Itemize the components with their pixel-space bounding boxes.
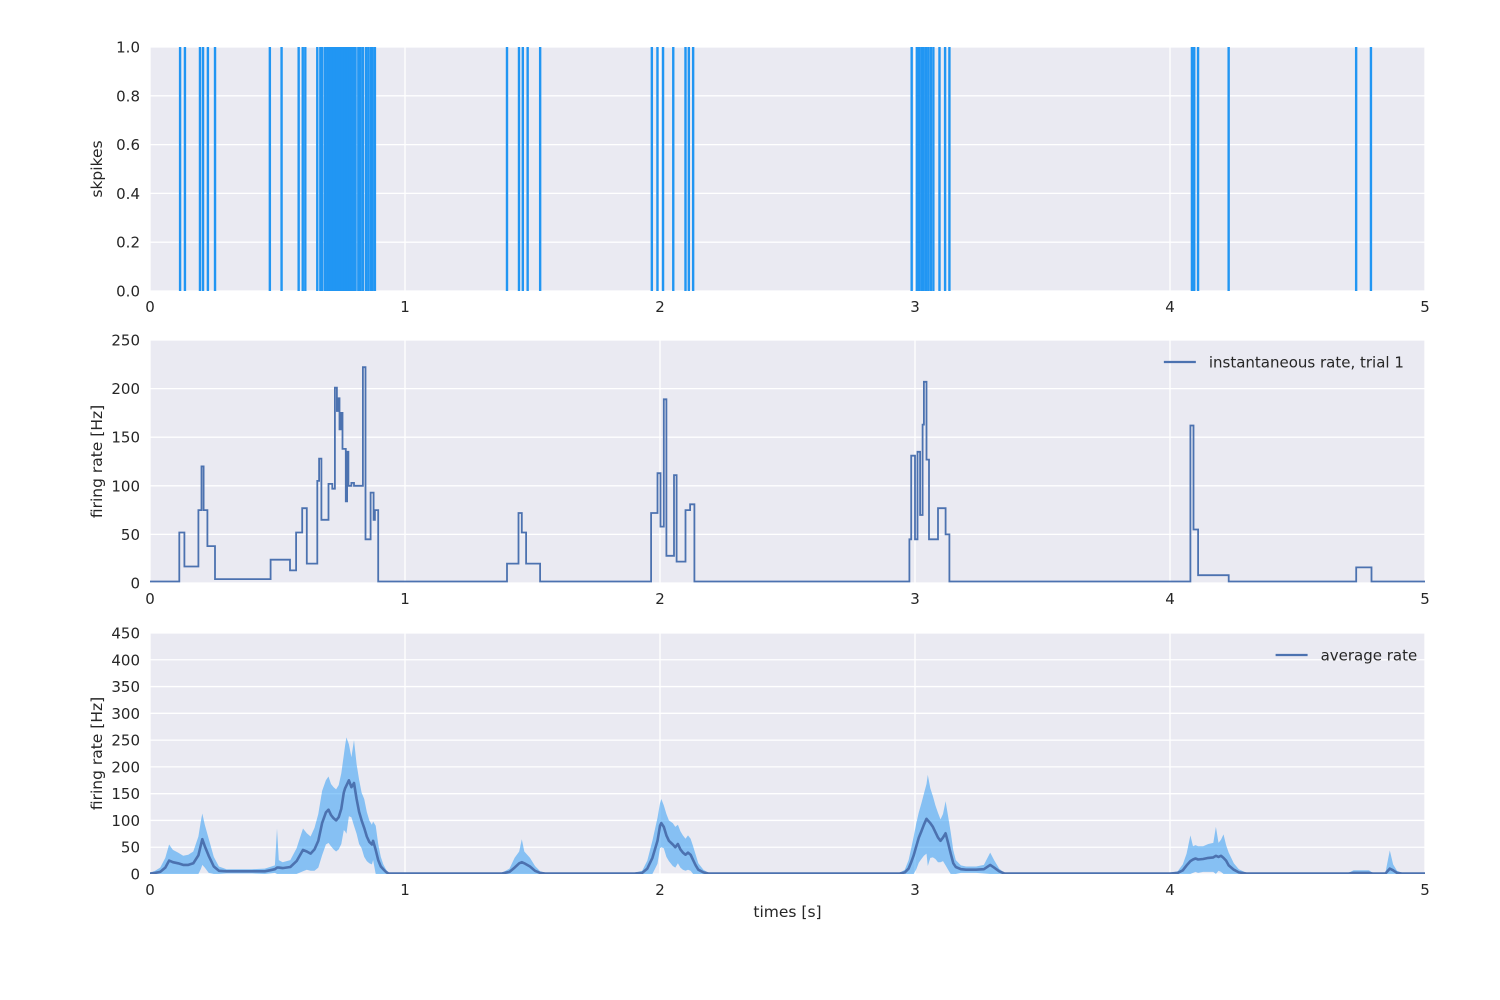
x-tick-label: 0	[145, 590, 155, 608]
y-tick-label: 0	[130, 575, 140, 593]
y-tick-label: 250	[111, 332, 140, 350]
y-tick-label: 400	[111, 651, 140, 669]
std-band	[150, 737, 1425, 874]
x-tick-label: 3	[910, 590, 920, 608]
subplot-2: 0 1 2 3 4 5050100150200250300350400450firing …	[88, 625, 1430, 922]
x-axis-label: times [s]	[753, 903, 821, 921]
legend-label: instantaneous rate, trial 1	[1209, 354, 1404, 372]
x-tick-label: 2	[655, 590, 665, 608]
series-group	[178, 47, 1373, 291]
series-group	[150, 366, 1425, 583]
y-axis-label: firing rate [Hz]	[88, 697, 106, 810]
y-tick-label: 200	[111, 758, 140, 776]
average-rate-line	[150, 779, 1425, 874]
x-tick-label: 5	[1420, 298, 1430, 316]
x-tick-label: 4	[1165, 881, 1175, 899]
y-tick-label: 100	[111, 477, 140, 495]
y-tick-label: 100	[111, 812, 140, 830]
y-tick-label: 150	[111, 429, 140, 447]
y-tick-label: 1.0	[116, 39, 140, 57]
x-tick-label: 4	[1165, 590, 1175, 608]
y-tick-label: 0.4	[116, 185, 140, 203]
y-tick-label: 0.6	[116, 136, 140, 154]
y-tick-label: 0.8	[116, 87, 140, 105]
y-axis-label: firing rate [Hz]	[88, 405, 106, 518]
x-tick-label: 0	[145, 881, 155, 899]
y-tick-label: 150	[111, 785, 140, 803]
y-tick-label: 50	[121, 839, 140, 857]
legend-label: average rate	[1321, 647, 1418, 665]
x-tick-label: 0	[145, 298, 155, 316]
y-tick-label: 50	[121, 526, 140, 544]
y-tick-label: 300	[111, 705, 140, 723]
x-tick-label: 1	[400, 298, 410, 316]
legend: average rate	[1275, 647, 1418, 665]
legend: instantaneous rate, trial 1	[1163, 354, 1404, 372]
x-tick-label: 4	[1165, 298, 1175, 316]
series-group	[150, 737, 1425, 874]
y-tick-label: 0.2	[116, 234, 140, 252]
y-tick-label: 250	[111, 732, 140, 750]
y-axis-label: skpikes	[88, 140, 106, 197]
y-tick-label: 200	[111, 380, 140, 398]
x-tick-label: 5	[1420, 881, 1430, 899]
instantaneous-rate-line	[150, 366, 1425, 583]
subplot-0: 0 1 2 3 4 5 0.0 0.2 0.4 0.6 0.8 1.0 skpikes	[88, 39, 1430, 317]
x-tick-label: 3	[910, 881, 920, 899]
x-tick-label: 2	[655, 298, 665, 316]
y-tick-label: 0	[130, 866, 140, 884]
x-tick-label: 1	[400, 881, 410, 899]
plot-area	[150, 340, 1425, 583]
y-tick-label: 0.0	[116, 283, 140, 301]
y-tick-label: 350	[111, 678, 140, 696]
x-tick-label: 5	[1420, 590, 1430, 608]
y-tick-label: 450	[111, 625, 140, 643]
x-tick-label: 1	[400, 590, 410, 608]
x-tick-label: 3	[910, 298, 920, 316]
x-tick-label: 2	[655, 881, 665, 899]
